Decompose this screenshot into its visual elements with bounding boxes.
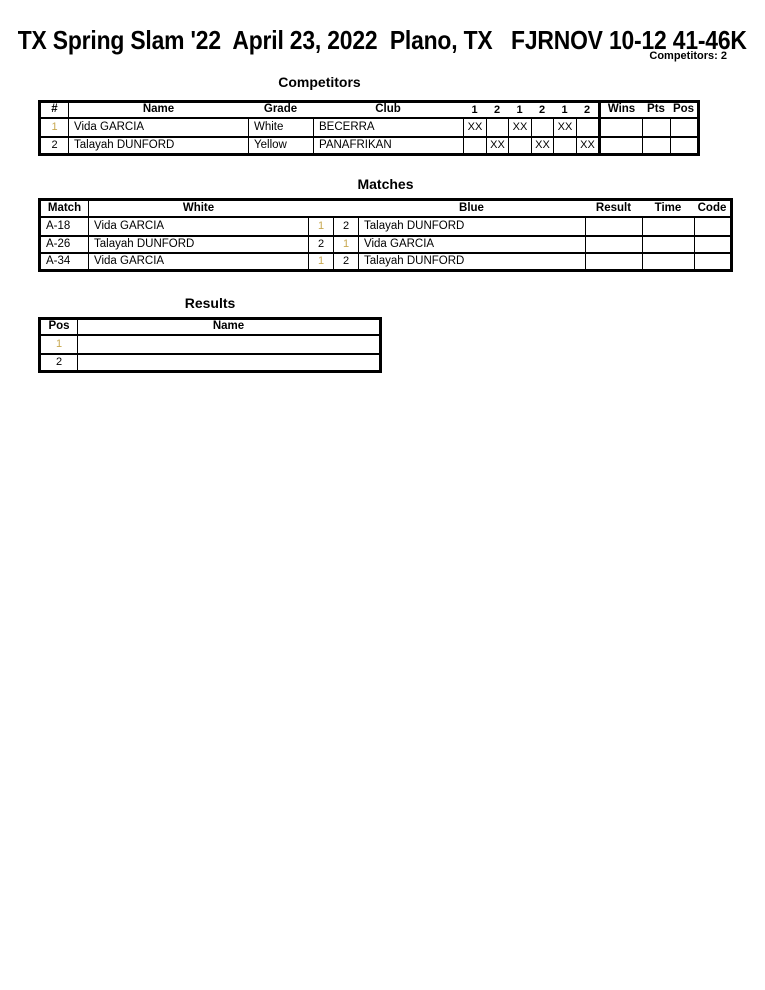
col-header-pos: Pos [48,320,70,333]
pos-cell [670,119,697,136]
title-bar: TX Spring Slam '22 April 23, 2022 Plano,… [0,25,765,61]
position-cell: 2 [55,356,63,368]
result-name-cell [77,355,379,370]
blue-name-cell: Talayah DUNFORD [358,218,585,235]
col-header-match: Match [47,201,82,214]
col-header-name: Name [68,103,248,117]
match-mark-cell: XX [531,138,553,153]
col-header-result: Result [595,201,632,214]
result-cell [585,237,642,252]
match-mark-cell [553,138,576,153]
col-header-grade: Grade [263,103,298,116]
blue-number-cell: 2 [333,218,358,235]
match-id-cell: A-26 [46,237,71,250]
white-name-cell: Vida GARCIA [88,254,308,269]
col-header-match1-white: 1 [471,103,478,116]
white-name-cell: Talayah DUNFORD [88,237,308,252]
wins-cell [598,119,642,136]
white-number-cell: 1 [308,218,333,235]
competitor-row: 2 Talayah DUNFORD Yellow PANAFRIKAN XX X… [41,136,697,153]
blue-number-cell: 2 [333,254,358,269]
time-cell [642,218,694,235]
col-header-number: # [51,103,58,116]
match-mark-cell: XX [508,119,531,136]
match-id-cell: A-18 [46,219,71,232]
col-header-blue: Blue [459,201,484,214]
match-mark-cell: XX [576,138,598,153]
event-title: TX Spring Slam '22 April 23, 2022 Plano,… [17,25,748,55]
code-cell [694,237,730,252]
white-number-cell: 2 [308,237,333,252]
match-mark-cell [508,138,531,153]
code-cell [694,218,730,235]
col-header-match1-blue: 2 [493,103,501,116]
competitor-number-cell: 1 [51,121,58,133]
col-header-wins: Wins [598,103,642,117]
results-heading: Results [184,295,236,311]
position-cell: 1 [55,338,63,350]
pos-cell [670,138,697,153]
results-header-row: Pos Name [41,320,379,336]
time-cell [642,254,694,269]
col-header-code: Code [697,201,727,214]
col-header-name: Name [77,320,379,334]
competitors-table: # Name Grade Club 1 2 1 2 1 2 Wins Pts P… [38,100,700,156]
competitor-grade-cell: White [248,119,313,136]
col-header-match3-white: 1 [561,103,568,116]
results-table: Pos Name 1 2 [38,317,382,373]
col-header-match3-blue: 2 [583,103,591,116]
blue-number-cell: 1 [333,237,358,252]
white-number-cell: 1 [308,254,333,269]
blue-name-cell: Talayah DUNFORD [358,254,585,269]
code-cell [694,254,730,269]
match-row: A-34 Vida GARCIA 1 2 Talayah DUNFORD [41,252,730,269]
result-row: 2 [41,353,379,370]
header-spacer [308,201,358,216]
competitor-club-cell: BECERRA [313,119,463,136]
match-row: A-18 Vida GARCIA 1 2 Talayah DUNFORD [41,218,730,235]
matches-header-row: Match White Blue Result Time Code [41,201,730,218]
col-header-match2-white: 1 [516,103,523,116]
result-cell [585,254,642,269]
match-id-cell: A-34 [46,254,71,267]
match-mark-cell [531,119,553,136]
match-mark-cell: XX [486,138,508,153]
competitor-club-cell: PANAFRIKAN [313,138,463,153]
blue-name-cell: Vida GARCIA [358,237,585,252]
match-mark-cell [486,119,508,136]
competitor-name-cell: Vida GARCIA [68,119,248,136]
matches-table: Match White Blue Result Time Code A-18 V… [38,198,733,272]
matches-heading: Matches [357,176,414,192]
competitors-heading: Competitors [278,74,361,90]
match-mark-cell [463,138,486,153]
col-header-match2-blue: 2 [538,103,546,116]
match-mark-cell: XX [553,119,576,136]
competitors-count: Competitors: 2 [649,50,727,62]
competitor-row: 1 Vida GARCIA White BECERRA XX XX XX [41,119,697,136]
col-header-white: White [88,201,308,216]
result-cell [585,218,642,235]
col-header-pts: Pts [647,103,665,116]
col-header-club: Club [375,103,401,116]
match-mark-cell [576,119,598,136]
result-name-cell [77,336,379,353]
pts-cell [642,138,670,153]
pts-cell [642,119,670,136]
result-row: 1 [41,336,379,353]
col-header-pos: Pos [672,103,695,116]
white-name-cell: Vida GARCIA [88,218,308,235]
competitors-header-row: # Name Grade Club 1 2 1 2 1 2 Wins Pts P… [41,103,697,119]
match-mark-cell: XX [463,119,486,136]
competitor-name-cell: Talayah DUNFORD [68,138,248,153]
col-header-time: Time [654,201,682,214]
match-row: A-26 Talayah DUNFORD 2 1 Vida GARCIA [41,235,730,252]
time-cell [642,237,694,252]
wins-cell [598,138,642,153]
competitor-number-cell: 2 [51,139,58,151]
competitor-grade-cell: Yellow [248,138,313,153]
